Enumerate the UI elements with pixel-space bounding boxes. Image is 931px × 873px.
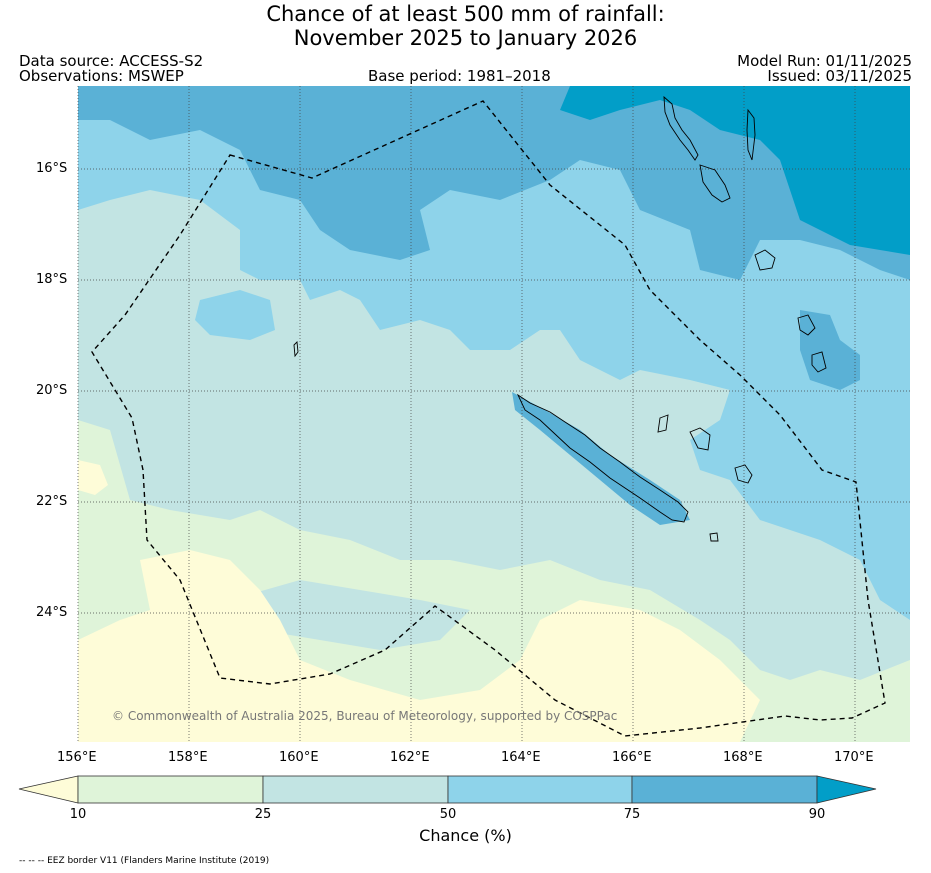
ouvea-outline bbox=[657, 414, 669, 433]
colorbar-extend-low bbox=[18, 775, 79, 804]
east-island-outline bbox=[797, 314, 816, 336]
lat-label-18s: 18°S bbox=[36, 272, 68, 287]
colorbar-tick-50: 50 bbox=[439, 807, 457, 822]
eez-footnote: -- -- -- EEZ border V11 (Flanders Marine… bbox=[19, 856, 270, 866]
band-75-90 bbox=[78, 86, 910, 280]
isle-of-pines-outline bbox=[709, 532, 719, 542]
probability-shading bbox=[78, 86, 910, 742]
east-island-outline-2 bbox=[811, 351, 827, 373]
band-above-90 bbox=[560, 86, 910, 255]
lon-label-164e: 164°E bbox=[501, 750, 541, 765]
model-run-label: Model Run: 01/11/2025 bbox=[737, 52, 912, 70]
band-25-50-south-patch bbox=[230, 580, 470, 650]
band-75-90-coast bbox=[512, 392, 690, 525]
lifou-outline bbox=[734, 464, 753, 484]
colorbar-segment-1 bbox=[77, 775, 264, 804]
lon-label-162e: 162°E bbox=[390, 750, 430, 765]
colorbar-label: Chance (%) bbox=[419, 826, 512, 845]
lon-label-158e: 158°E bbox=[168, 750, 208, 765]
coastlines bbox=[293, 95, 827, 542]
vanuatu-island-outline bbox=[746, 108, 756, 161]
vanuatu-north-outline bbox=[663, 95, 699, 161]
band-50-75-patch bbox=[195, 290, 275, 340]
lat-label-16s: 16°S bbox=[36, 161, 68, 176]
colorbar-tick-25: 25 bbox=[254, 807, 272, 822]
lon-label-166e: 166°E bbox=[612, 750, 652, 765]
map-title-line-2: November 2025 to January 2026 bbox=[293, 26, 638, 50]
colorbar-tick-90: 90 bbox=[808, 807, 826, 822]
base-period-label: Base period: 1981–2018 bbox=[368, 67, 551, 85]
colorbar-tick-10: 10 bbox=[69, 807, 87, 822]
issued-label: Issued: 03/11/2025 bbox=[767, 67, 912, 85]
lon-label-160e: 160°E bbox=[279, 750, 319, 765]
eez-border bbox=[91, 100, 886, 737]
colorbar-segment-2 bbox=[262, 775, 449, 804]
colorbar-segment-4 bbox=[631, 775, 818, 804]
colorbar-extend-high bbox=[816, 775, 877, 804]
band-below-10 bbox=[78, 550, 760, 742]
observations-label: Observations: MSWEP bbox=[19, 67, 184, 85]
colorbar bbox=[18, 775, 877, 804]
vanuatu-south-outline bbox=[754, 249, 776, 271]
lat-label-24s: 24°S bbox=[36, 605, 68, 620]
band-below-10-west bbox=[78, 460, 108, 495]
lon-label-170e: 170°E bbox=[834, 750, 874, 765]
colorbar-tick-75: 75 bbox=[623, 807, 641, 822]
loyalty-islands-outline bbox=[689, 427, 711, 451]
graticule bbox=[77, 86, 910, 742]
lon-label-168e: 168°E bbox=[723, 750, 763, 765]
lat-label-22s: 22°S bbox=[36, 494, 68, 509]
chesterfield-outline bbox=[293, 341, 299, 358]
copyright-credit: © Commonwealth of Australia 2025, Bureau… bbox=[112, 709, 618, 723]
map-title-line-1: Chance of at least 500 mm of rainfall: bbox=[266, 2, 665, 26]
band-75-90-east bbox=[800, 310, 860, 390]
new-caledonia-outline bbox=[516, 393, 689, 523]
lat-label-20s: 20°S bbox=[36, 383, 68, 398]
vanuatu-mid-outline bbox=[699, 164, 731, 203]
colorbar-segment-3 bbox=[447, 775, 633, 804]
data-source-label: Data source: ACCESS-S2 bbox=[19, 52, 204, 70]
lon-label-156e: 156°E bbox=[57, 750, 97, 765]
